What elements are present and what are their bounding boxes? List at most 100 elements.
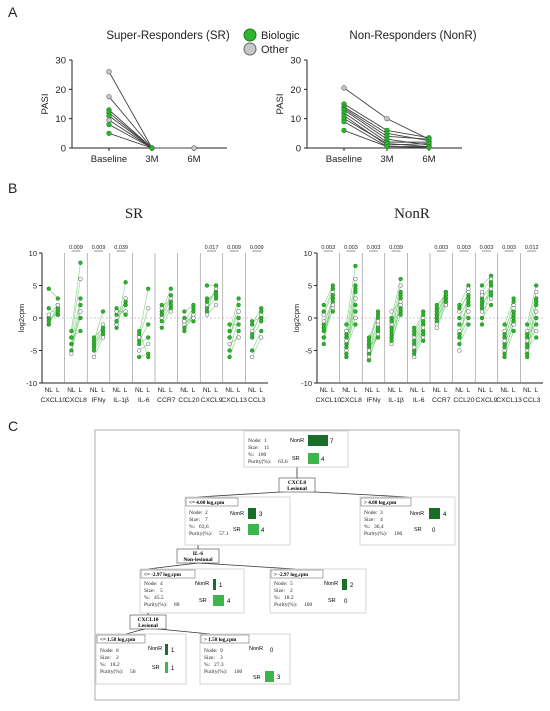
sr-genes-l-point [236,335,241,340]
svg-text:Node: 1 Size:: Node: 1 Size: 11 %: 100 Purity(%): 63.6 [248,438,288,465]
nonr-y-tick-label: 0 [296,144,301,155]
nonr-genes-gene-label: CCL20 [453,397,474,404]
sr-genes-l-tick-label: L [124,387,128,394]
node-5-size-label: Size: [274,588,285,594]
sr-genes-pair-line [93,327,104,338]
sr-series-line [108,115,153,149]
nonr-genes-l-point [398,293,403,298]
nonr-genes-nl-point [366,348,372,353]
sr-genes-l-point [123,312,128,317]
edge-3-label: <= -2.97 log₂cpm [144,572,182,578]
split-3-var: CXCL10 [137,617,158,623]
sr-genes-l-tick-label: L [79,387,83,394]
nonr-genes-l-point [511,312,516,317]
nonr-genes-nl-point [366,341,372,347]
nonr-genes-pair-line [368,311,379,341]
node-4-pct-label: %: [144,595,151,601]
nonr-data-point [341,127,347,133]
sr-data-point [106,121,112,128]
sr-x-tick-label: 6M [187,154,200,165]
sr-genes-l-point [236,315,241,321]
sr-genes-pair-line [251,337,262,358]
nonr-genes-pair-line [323,301,334,332]
node-8-pct-label: %: [100,662,107,668]
node-2-size-label: Size: [189,517,200,523]
sr-genes-nl-point [69,328,74,334]
nonr-genes-l-point [353,286,358,291]
sr-genes-pair-line [206,304,217,315]
sr-genes-nl-tick-label: NL [248,387,257,394]
node-4-size-label: Size: [144,588,155,594]
nonr-genes-pvalue-label: 0.003 [434,245,448,251]
sr-genes-l-point [123,280,128,285]
node-1-nonr-bar [308,435,328,446]
nonr-genes-l-point [330,302,335,308]
sr-genes-gene-label: CCL3 [248,397,266,404]
node-2-purity-label: Purity(%): [189,530,213,537]
nonr-genes-nl-point [366,358,372,363]
nonr-genes-pair-line [346,285,356,338]
sr-data-point [106,69,112,75]
sr-genes-l-point [78,315,83,321]
sr-genes-l-point [168,293,173,298]
nonr-genes-l-tick-label: L [354,387,358,394]
node-2-node-label: Node: [189,510,203,516]
sr-gene-title: SR [125,206,143,222]
nonr-genes-pair-line [346,265,356,325]
sr-y-tick-label: 20 [55,85,66,96]
nonr-genes-l-point [421,319,426,324]
sr-genes-nl-point [137,348,142,353]
node-5-purity-label: Purity(%): [274,601,298,608]
nonr-genes-pair-line [368,330,379,361]
node-1-nonr-label: NonR [290,438,304,444]
sr-genes-l-tick-label: L [101,387,105,394]
node-8-size-label: Size: [100,655,111,661]
sr-line-title: Super-Responders (SR) [106,30,230,42]
sr-genes-pair-line [71,317,81,345]
node-5-pct-label: %: [274,595,281,601]
sr-data-point [149,145,155,151]
nonr-genes-pvalue-label: 0.003 [367,245,381,251]
sr-genes-nl-point [250,354,255,360]
sr-genes-gene-label: CXCL9 [201,397,223,404]
tree-node-4: <= -2.97 log₂cpm Node: 4 Size: 5 %: 45.5… [139,568,245,614]
node-5-nonr-bar [342,579,347,590]
nonr-genes-nl-point [412,345,417,350]
sr-genes-l-point [78,260,83,265]
tree-node-2: <= 4.00 log₂cpm Node: 2 Size: 7 %: 63,6 … [184,496,291,546]
nonr-genes-l-point [443,293,448,298]
nonr-genes-nl-point [479,315,485,321]
split-cxcl8: CXCL8 Lesional [278,477,316,493]
sr-genes-l-point [259,328,264,334]
tree-node-8: <= 1.58 log₂cpm Node: 8 Size: 2 %: 18.2 … [95,633,187,685]
node-9-purity-value: 100 [234,669,243,675]
nonr-genes-l-point [534,315,539,321]
sr-genes-l-tick-label: L [192,387,196,394]
node-4-purity-value: 80 [174,602,180,608]
nonr-genes-l-point [511,319,516,324]
nonr-genes-l-point [421,312,426,317]
nonr-y-tick-label: 30 [290,56,301,67]
sr-genes-gene-label: IL-1β [113,397,129,404]
sr-genes-nl-point [204,306,210,311]
node-2-node-value: 2 [205,510,208,516]
nonr-genes-nl-point [389,325,394,330]
nonr-genes-nl-point [344,345,349,350]
legend-other-swatch [243,42,257,56]
sr-genes-l-point [236,322,241,327]
node-9-node-label: Node: [204,648,218,654]
legend-other-label: Other [261,44,289,56]
sr-genes-nl-tick-label: NL [180,387,189,394]
nonr-genes-l-point [421,338,426,343]
nonr-gene-title: NonR [394,206,430,222]
sr-genes-l-point [259,309,264,314]
sr-genes-l-point [146,306,151,311]
nonr-genes-nl-tick-label: NL [523,387,532,394]
nonr-genes-nl-point [457,341,462,347]
nonr-genes-y-tick-label: -10 [301,379,312,388]
nonr-genes-y-axis-title: log2cpm [292,304,301,332]
nonr-genes-gene-label: CCL3 [523,397,541,404]
nonr-y-tick-label: 10 [290,114,301,125]
nonr-genes-nl-point [389,332,394,337]
